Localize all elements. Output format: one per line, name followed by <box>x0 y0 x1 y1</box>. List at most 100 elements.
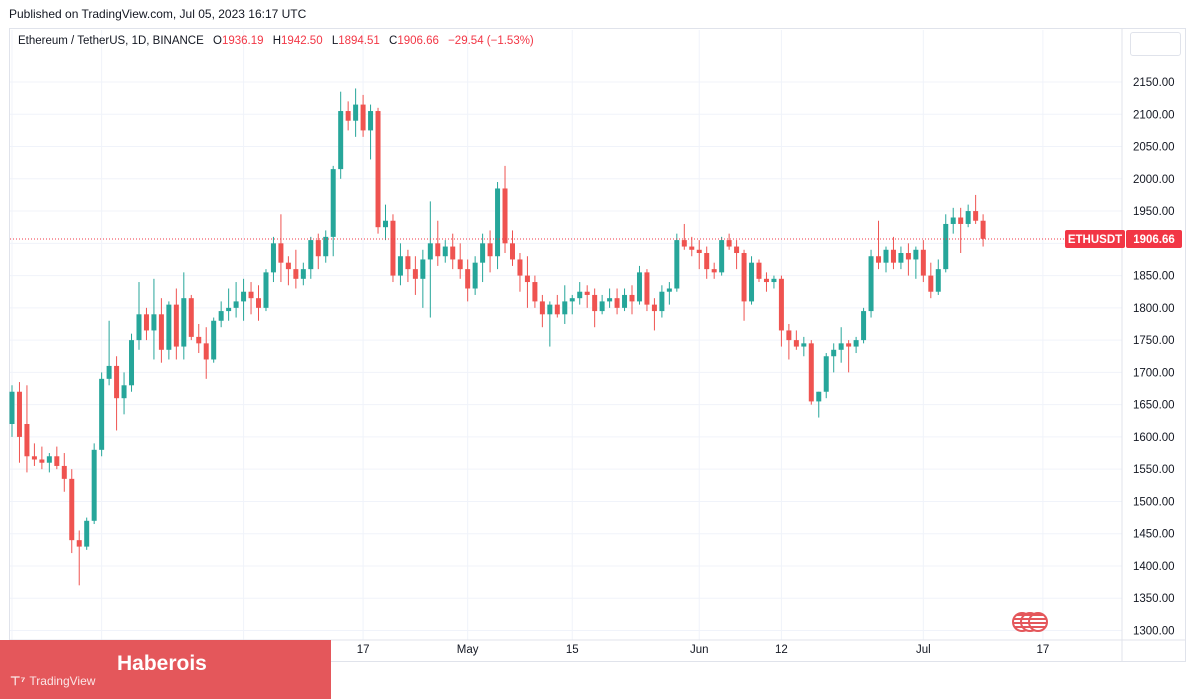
candle-body <box>300 269 306 279</box>
candle-body <box>599 301 605 312</box>
candle-body <box>778 278 784 331</box>
candle-body <box>622 294 628 308</box>
candle-body <box>816 391 822 402</box>
candle-body <box>726 240 732 247</box>
candle-body <box>278 243 284 263</box>
candle-body <box>704 253 710 270</box>
candle-body <box>46 456 52 463</box>
events-flags-icon[interactable] <box>1012 612 1054 634</box>
candle-body <box>801 343 807 347</box>
candle-body <box>114 365 120 399</box>
y-tick-label: 1500.00 <box>1133 496 1175 508</box>
y-tick-label: 2100.00 <box>1133 109 1175 121</box>
candle-body <box>166 304 172 350</box>
x-tick-label: May <box>457 644 479 656</box>
candle-body <box>308 240 314 270</box>
candle-body <box>143 314 149 331</box>
candle-body <box>151 314 157 331</box>
candle-body <box>480 243 486 263</box>
symbol-label: Ethereum / TetherUS, 1D, BINANCE <box>18 35 204 47</box>
candle-body <box>636 272 642 302</box>
candle-body <box>562 301 568 315</box>
candle-body <box>644 272 650 305</box>
candle-body <box>9 391 15 425</box>
candle-body <box>158 314 164 350</box>
candle-body <box>173 304 179 347</box>
chart-frame <box>9 28 1186 662</box>
candle-body <box>136 314 142 341</box>
candle-body <box>338 111 344 170</box>
candle-body <box>502 188 508 244</box>
tv-logo-icon: ⊤⁷ <box>10 674 26 688</box>
candle-body <box>980 220 986 239</box>
candle-body <box>607 298 613 302</box>
candle-body <box>196 336 202 344</box>
candle-body <box>218 311 224 321</box>
chart-toolbar-box[interactable] <box>1130 32 1181 56</box>
candle-body <box>472 262 478 289</box>
y-tick-label: 1950.00 <box>1133 206 1175 218</box>
candle-body <box>577 291 583 299</box>
candle-body <box>203 343 209 360</box>
candle-body <box>853 340 859 347</box>
candle-body <box>666 288 672 292</box>
candle-body <box>61 465 67 479</box>
candle-body <box>950 217 956 224</box>
high-label: H <box>272 35 282 47</box>
candle-body <box>99 378 105 450</box>
candle-body <box>861 311 867 341</box>
candle-body <box>532 282 538 302</box>
y-tick-label: 1850.00 <box>1133 271 1175 283</box>
brand-text: Haberois <box>117 652 207 675</box>
candle-body <box>943 223 949 270</box>
candle-body <box>651 304 657 312</box>
ticker-tag-label: ETHUSDT <box>1068 234 1122 246</box>
candle-body <box>681 240 687 247</box>
candle-body <box>487 243 493 257</box>
y-tick-label: 2050.00 <box>1133 142 1175 154</box>
y-tick-label: 1650.00 <box>1133 400 1175 412</box>
flag-icon <box>1028 612 1048 632</box>
close-label: C <box>389 35 398 47</box>
candle-body <box>763 278 769 283</box>
candle-body <box>24 424 30 457</box>
candle-body <box>793 340 799 347</box>
candle-body <box>554 304 560 315</box>
candle-body <box>711 269 717 273</box>
candle-body <box>958 217 964 224</box>
candle-body <box>76 540 82 547</box>
candle-body <box>16 391 22 437</box>
candle-body <box>517 259 523 276</box>
candle-body <box>457 259 463 270</box>
candle-body <box>905 253 911 260</box>
candle-body <box>31 456 37 460</box>
candle-body <box>898 253 904 263</box>
candle-body <box>285 262 291 270</box>
candle-body <box>973 211 979 221</box>
candle-body <box>734 246 740 254</box>
candle-body <box>383 220 388 228</box>
candle-body <box>368 111 374 131</box>
candle-body <box>465 269 471 289</box>
candle-body <box>181 298 187 347</box>
tradingview-logo[interactable]: ⊤⁷ TradingView <box>10 674 95 688</box>
candle-body <box>69 478 75 541</box>
open-label: O <box>212 35 222 47</box>
candle-body <box>412 269 418 279</box>
candle-body <box>539 301 545 315</box>
candle-body <box>263 272 269 308</box>
candle-body <box>509 243 515 260</box>
candle-body <box>935 269 941 292</box>
candle-body <box>270 243 276 273</box>
candle-body <box>390 220 396 276</box>
x-tick-label: 17 <box>357 644 370 656</box>
y-tick-label: 1450.00 <box>1133 529 1175 541</box>
candle-body <box>913 249 919 260</box>
candle-body <box>674 240 680 289</box>
candle-body <box>345 111 351 121</box>
x-tick-label: Jun <box>690 644 709 656</box>
candle-body <box>442 246 448 257</box>
candle-body <box>233 301 239 308</box>
candle-body <box>420 259 426 279</box>
